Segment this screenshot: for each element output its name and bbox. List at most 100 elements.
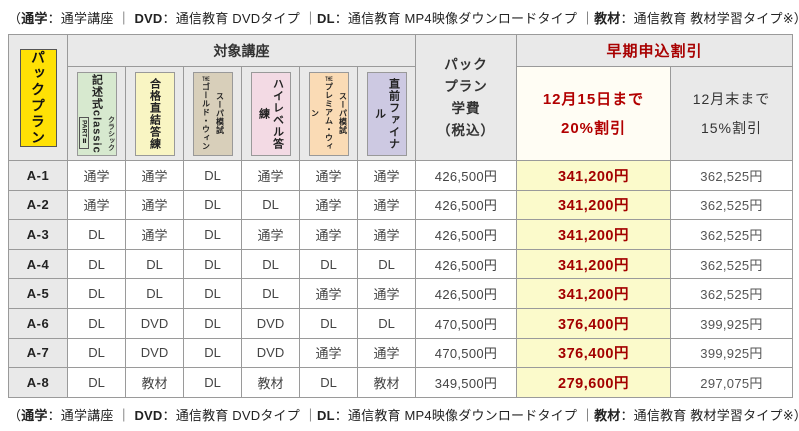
course-type-cell: 通学: [241, 219, 300, 250]
course-name: スーパ模試 THEゴールド・ウィン: [201, 76, 225, 151]
course-type-cell: DL: [183, 278, 242, 309]
course-box: スーパ模試 THEプレミアム・ウィン: [308, 71, 349, 156]
course-type-cell: 通学: [299, 219, 358, 250]
table-row: A-4 DL DL DL DL DL DL 426,500円 341,200円 362,525円: [8, 248, 794, 280]
course-type-cell: DL: [183, 189, 242, 221]
plan-id-cell: A-3: [8, 219, 68, 250]
discount-20-price-cell: 341,200円: [516, 248, 671, 280]
fee-cell: 470,500円: [415, 337, 517, 369]
course-type-cell: 通学: [125, 160, 184, 191]
pack-plan-header-cell: パックプラン: [8, 34, 68, 161]
plan-id-cell: A-1: [8, 160, 68, 191]
course-type-cell: DVD: [241, 337, 300, 369]
pack-plan-table: パックプラン 対象講座 パック プラン 学費 （税込） 早期申込割引 記述式class…: [8, 34, 794, 398]
course-type-cell: DL: [299, 367, 358, 398]
course-type-cell: DL: [241, 278, 300, 309]
plan-id-cell: A-7: [8, 337, 68, 369]
fee-cell: 426,500円: [415, 248, 517, 280]
fee-header-line: 学費: [451, 100, 481, 116]
fee-cell: 470,500円: [415, 307, 517, 339]
discount-15-price-cell: 399,925円: [669, 307, 794, 339]
legend-text: ：通信教育 DVDタイプ ｜: [162, 11, 317, 26]
course-type-cell: DL: [241, 248, 300, 280]
course-type-cell: DVD: [241, 307, 300, 339]
legend-text: （: [8, 11, 22, 26]
discount-15-price-cell: 362,525円: [669, 219, 794, 250]
course-type-cell: DL: [357, 307, 416, 339]
legend-text: 通学: [21, 11, 48, 26]
legend-text: DVD: [134, 11, 163, 26]
course-header-2: 合格直結答練: [125, 66, 184, 161]
legend-text: ：通信教育 MP4映像ダウンロードタイプ ｜: [334, 408, 595, 423]
legend-text: ：通信教育 MP4映像ダウンロードタイプ ｜: [334, 11, 595, 26]
course-type-cell: DVD: [125, 337, 184, 369]
course-type-cell: 通学: [357, 189, 416, 221]
course-type-cell: DL: [67, 337, 126, 369]
table-row: A-6 DL DVD DL DVD DL DL 470,500円 376,400円 399,925…: [8, 307, 794, 339]
course-type-cell: 通学: [357, 278, 416, 309]
legend-text: ：通学講座 ｜: [47, 408, 135, 423]
discount-20-price-cell: 376,400円: [516, 307, 671, 339]
course-header-5: スーパ模試 THEプレミアム・ウィン: [299, 66, 358, 161]
course-box: 記述式classic クラシック PARTⅡ: [76, 71, 117, 156]
course-type-cell: DL: [183, 160, 242, 191]
plan-id-cell: A-4: [8, 248, 68, 280]
course-box: 直前ファイナル: [366, 71, 407, 156]
discount-20-header: 12月15日まで 20%割引: [516, 66, 671, 161]
course-type-cell: DL: [125, 278, 184, 309]
legend-text: DVD: [134, 408, 163, 423]
course-type-cell: 通学: [125, 219, 184, 250]
course-type-cell: DL: [241, 189, 300, 221]
discount-15-price-cell: 362,525円: [669, 248, 794, 280]
discount-20-price-cell: 341,200円: [516, 219, 671, 250]
course-type-cell: DVD: [125, 307, 184, 339]
discount-15-price-cell: 399,925円: [669, 337, 794, 369]
table-row: A-1 通学 通学 DL 通学 通学 通学 426,500円 341,200円 362,525円: [8, 160, 794, 191]
table-row: A-2 通学 通学 DL DL 通学 通学 426,500円 341,200円 362,525円: [8, 189, 794, 221]
plan-id-cell: A-6: [8, 307, 68, 339]
discount-20-price-cell: 341,200円: [516, 160, 671, 191]
legend-text: 通学: [21, 408, 48, 423]
target-courses-header: 対象講座: [67, 34, 416, 67]
discount-15-price-cell: 362,525円: [669, 278, 794, 309]
fee-header-line: （税込）: [437, 122, 495, 138]
course-type-cell: DL: [299, 248, 358, 280]
legend-note-bottom: （通学：通学講座 ｜ DVD：通信教育 DVDタイプ ｜DL：通信教育 MP4映…: [8, 405, 799, 424]
legend-text: DL: [316, 408, 335, 423]
course-type-cell: 通学: [357, 219, 416, 250]
fee-cell: 426,500円: [415, 219, 517, 250]
fee-cell: 426,500円: [415, 160, 517, 191]
course-type-cell: DL: [125, 248, 184, 280]
legend-text: 教材: [594, 408, 621, 423]
discount-15-header: 12月末まで 15%割引: [669, 66, 794, 161]
discount-15-deadline: 12月末まで: [692, 90, 771, 107]
course-type-cell: DL: [67, 367, 126, 398]
course-type-cell: DL: [183, 248, 242, 280]
course-type-cell: 通学: [299, 160, 358, 191]
course-type-cell: 通学: [67, 160, 126, 191]
course-part-badge: PARTⅡ: [78, 117, 89, 149]
course-type-cell: DL: [67, 219, 126, 250]
discount-20-price-cell: 341,200円: [516, 278, 671, 309]
course-type-cell: DL: [183, 307, 242, 339]
course-type-cell: 通学: [357, 160, 416, 191]
course-type-cell: 通学: [67, 189, 126, 221]
course-type-cell: 通学: [241, 160, 300, 191]
legend-text: ：通信教育 教材学習タイプ※）: [620, 408, 799, 423]
course-header-3: スーパ模試 THEゴールド・ウィン: [183, 66, 242, 161]
legend-text: ：通信教育 DVDタイプ ｜: [162, 408, 317, 423]
course-type-cell: 通学: [299, 189, 358, 221]
course-type-cell: DL: [67, 248, 126, 280]
course-furigana: クラシック: [107, 115, 115, 151]
course-type-cell: 教材: [125, 367, 184, 398]
table-row: A-8 DL 教材 DL 教材 DL 教材 349,500円 279,600円 297,075円: [8, 367, 794, 398]
course-type-cell: DL: [67, 278, 126, 309]
plan-id-cell: A-5: [8, 278, 68, 309]
course-type-cell: DL: [67, 307, 126, 339]
legend-text: ：通学講座 ｜: [47, 11, 135, 26]
early-discount-header: 早期申込割引: [515, 34, 794, 67]
legend-text: 教材: [594, 11, 621, 26]
fee-cell: 426,500円: [415, 189, 517, 221]
course-type-cell: 通学: [299, 337, 358, 369]
